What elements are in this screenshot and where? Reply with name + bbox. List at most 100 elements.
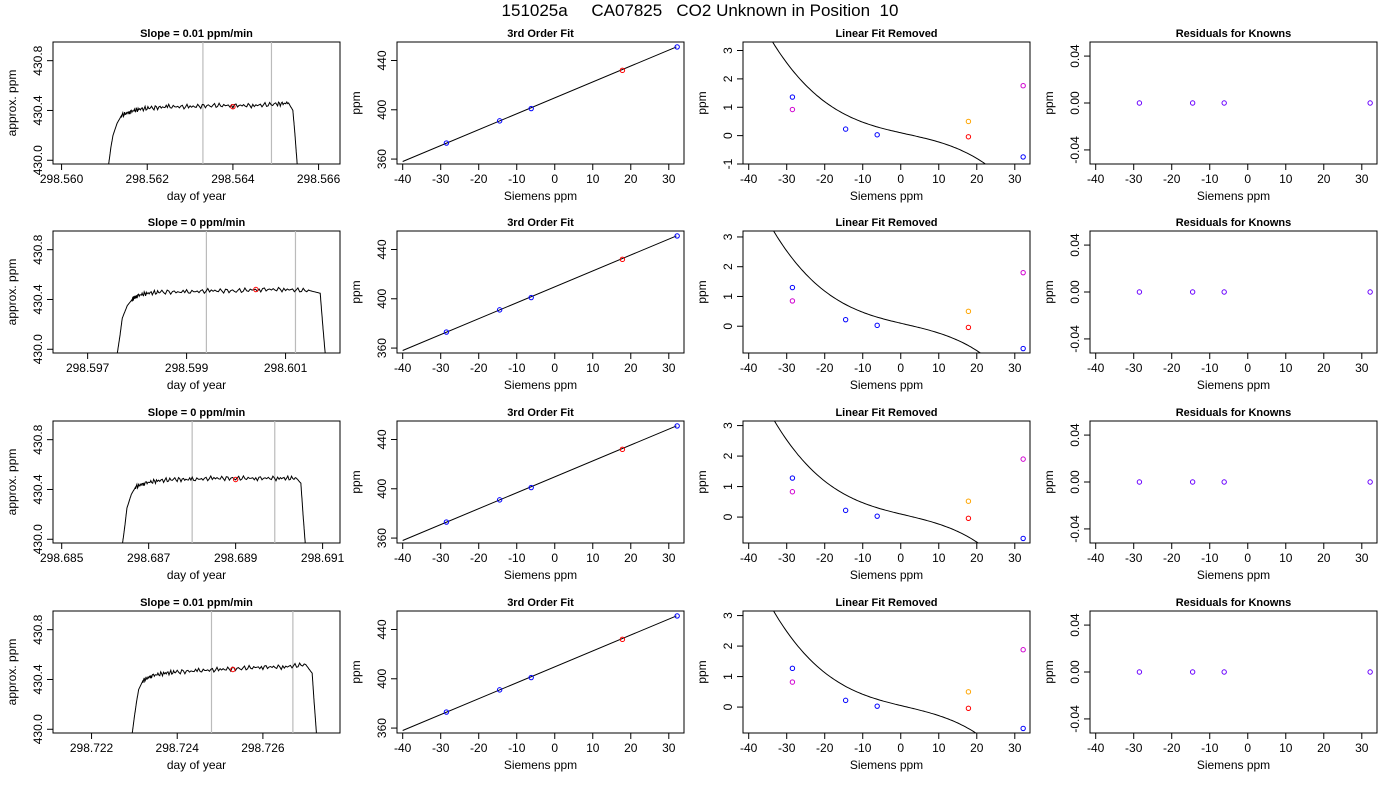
y-tick-label: 430.4	[31, 95, 45, 125]
y-axis-label: ppm	[349, 91, 363, 114]
x-tick-label: 20	[624, 361, 638, 375]
x-tick-label: -30	[1125, 551, 1143, 565]
panel-title: Residuals for Knowns	[1176, 597, 1292, 609]
y-tick-label: 430.8	[31, 45, 45, 75]
x-tick-label: 298.597	[66, 361, 110, 375]
panel-title: Residuals for Knowns	[1176, 28, 1292, 40]
y-tick-label: 1	[721, 483, 735, 490]
x-axis-label: Siemens ppm	[504, 758, 577, 772]
y-tick-label: 0.00	[1068, 470, 1082, 494]
x-axis-label: Siemens ppm	[1197, 378, 1270, 392]
x-tick-label: 20	[970, 741, 984, 755]
x-tick-label: 298.722	[70, 741, 114, 755]
data-point	[1020, 535, 1026, 542]
x-tick-label: 10	[586, 551, 600, 565]
data-point	[230, 666, 236, 673]
x-tick-label: -20	[816, 172, 834, 186]
x-axis-label: day of year	[167, 189, 226, 203]
panel-title: Residuals for Knowns	[1176, 217, 1292, 229]
y-axis-label: approx. ppm	[5, 639, 19, 706]
data-point	[232, 476, 239, 483]
x-tick-label: 0	[897, 361, 904, 375]
data-point	[1020, 269, 1026, 276]
y-tick-label: 0	[721, 513, 735, 520]
data-point	[789, 679, 796, 685]
x-tick-label: -40	[740, 172, 758, 186]
x-tick-label: 30	[662, 551, 676, 565]
y-tick-label: 2	[721, 263, 735, 270]
x-tick-label: -10	[1201, 361, 1219, 375]
x-tick-label: -40	[740, 551, 758, 565]
x-tick-label: -40	[394, 361, 412, 375]
y-tick-label: 2	[721, 642, 735, 649]
panel-title: Linear Fit Removed	[835, 217, 937, 229]
panel-timeseries-row1: Slope = 0.01 ppm/min day of year approx. p…	[5, 28, 341, 203]
data-point	[1221, 100, 1227, 106]
x-tick-label: -20	[1163, 172, 1181, 186]
y-tick-label: 0.00	[1068, 660, 1082, 684]
y-tick-label: -0.04	[1068, 705, 1082, 733]
panel-title: Slope = 0 ppm/min	[148, 407, 246, 419]
data-point	[1221, 289, 1227, 295]
x-tick-label: 298.562	[126, 172, 170, 186]
y-axis-label: approx. ppm	[5, 449, 19, 516]
data-point	[1367, 669, 1373, 675]
x-tick-label: 20	[1317, 741, 1331, 755]
x-tick-label: 20	[970, 361, 984, 375]
series-line	[131, 662, 317, 733]
x-tick-label: 298.566	[297, 172, 341, 186]
plot-frame	[396, 610, 685, 734]
x-tick-label: 20	[624, 172, 638, 186]
y-tick-label: 400	[375, 668, 389, 688]
x-tick-label: 298.599	[165, 361, 209, 375]
plot-area	[122, 421, 306, 543]
y-tick-label: 0.04	[1068, 44, 1082, 68]
data-point	[789, 298, 796, 304]
data-point	[965, 118, 972, 125]
data-point	[874, 513, 880, 519]
plot-area	[1136, 289, 1373, 295]
cubic-curve	[772, 42, 987, 164]
x-tick-label: -10	[1201, 172, 1219, 186]
x-tick-label: -20	[1163, 361, 1181, 375]
y-axis-label: ppm	[1042, 280, 1056, 303]
data-point	[874, 322, 880, 329]
y-axis-label: ppm	[695, 91, 709, 114]
panel-title: Slope = 0.01 ppm/min	[140, 28, 253, 40]
data-point	[874, 703, 880, 709]
data-point	[842, 316, 849, 323]
plot-area	[772, 42, 1026, 164]
x-tick-label: -20	[1163, 741, 1181, 755]
y-tick-label: 360	[375, 528, 389, 548]
x-tick-label: -30	[432, 172, 450, 186]
x-tick-label: 0	[551, 172, 558, 186]
x-tick-label: 10	[586, 741, 600, 755]
plot-area	[108, 42, 298, 164]
x-tick-label: 298.691	[301, 551, 345, 565]
y-tick-label: 0.00	[1068, 280, 1082, 304]
data-point	[674, 613, 680, 619]
x-tick-label: 10	[586, 172, 600, 186]
x-tick-label: -10	[854, 741, 872, 755]
x-tick-label: -40	[1087, 361, 1105, 375]
x-tick-label: 20	[1317, 361, 1331, 375]
data-point	[1189, 669, 1196, 675]
data-point	[1020, 647, 1026, 653]
x-axis-label: day of year	[167, 758, 226, 772]
panel-title: Linear Fit Removed	[835, 28, 937, 40]
y-tick-label: 400	[375, 99, 389, 119]
data-point	[1367, 289, 1373, 295]
data-point	[842, 126, 849, 132]
y-tick-label: 400	[375, 478, 389, 498]
x-tick-label: 298.726	[241, 741, 285, 755]
panel-title: 3rd Order Fit	[507, 217, 574, 229]
y-tick-label: 430.8	[31, 424, 45, 454]
x-tick-label: 30	[1355, 741, 1369, 755]
data-point	[1136, 669, 1143, 675]
y-tick-label: 0	[721, 132, 735, 139]
x-tick-label: -20	[470, 361, 488, 375]
x-tick-label: 0	[897, 741, 904, 755]
plot-area	[402, 613, 680, 731]
y-tick-label: 430.4	[31, 664, 45, 694]
